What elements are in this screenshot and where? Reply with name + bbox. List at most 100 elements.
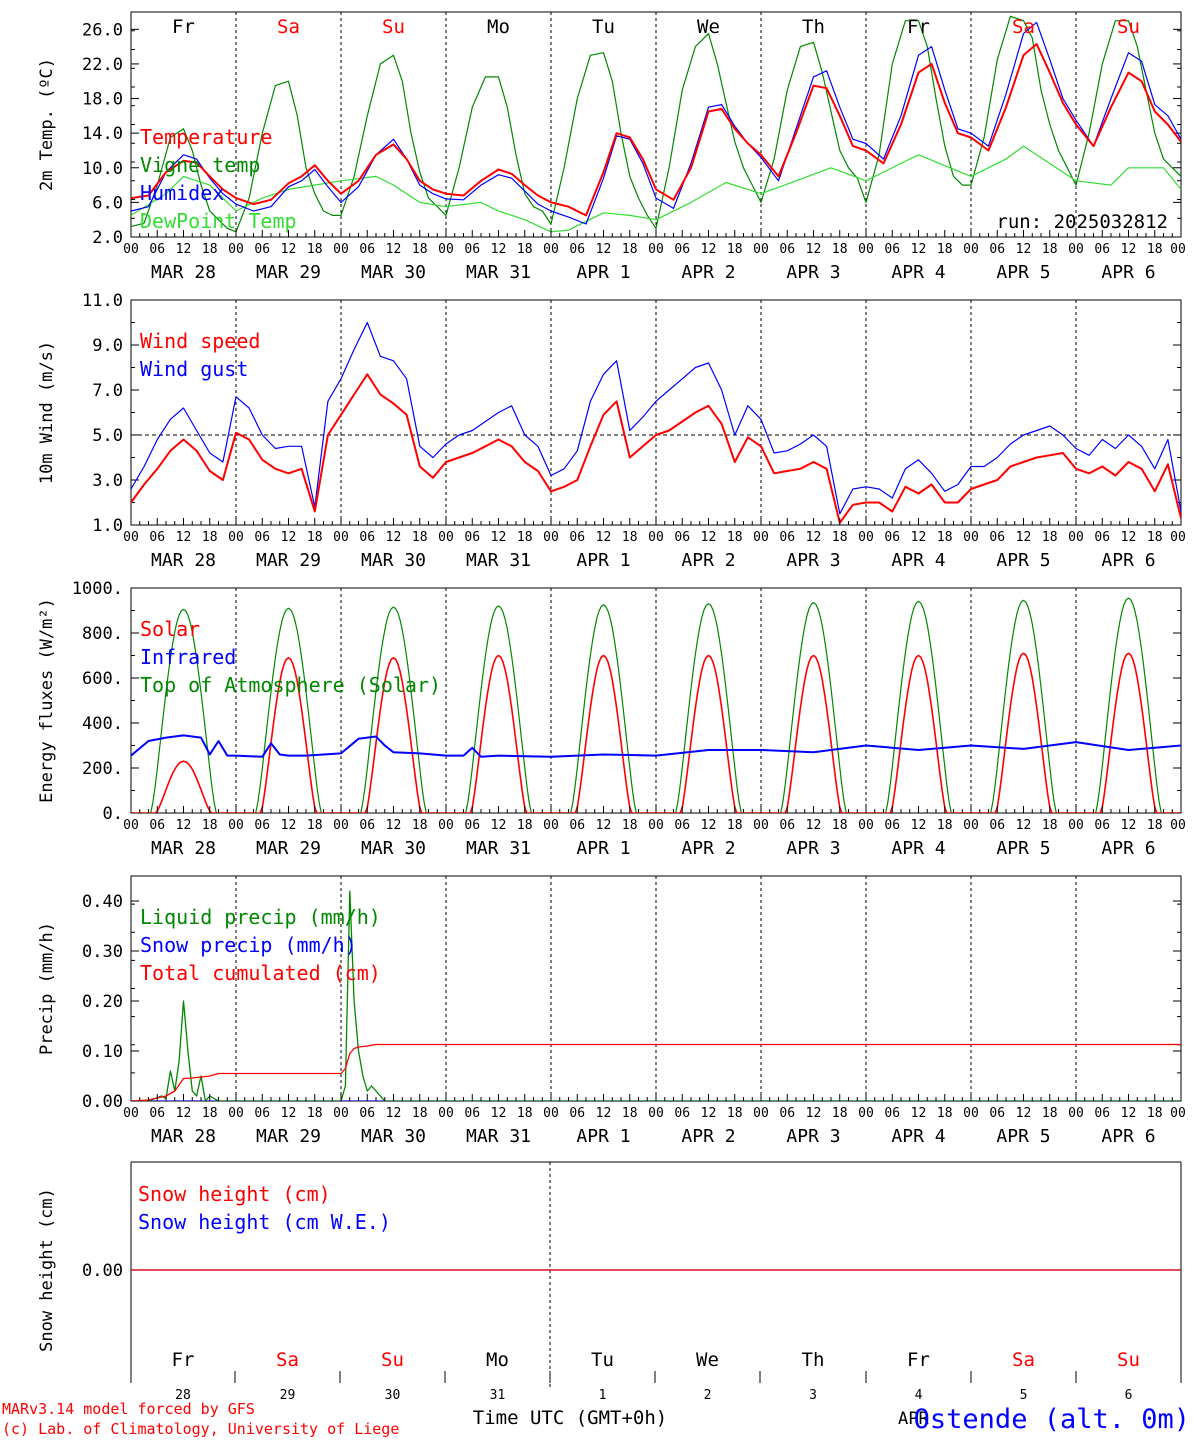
x-hour-tick-label: 18 [412, 1106, 428, 1121]
day-name-label: Th [802, 1349, 825, 1371]
day-name-label: Su [1117, 16, 1140, 38]
y-axis-label: Energy fluxes (W/m²) [37, 598, 57, 803]
x-date-label: MAR 29 [256, 262, 321, 283]
x-hour-tick-label: 12 [911, 242, 927, 257]
x-hour-tick-label: 00 [648, 530, 664, 545]
x-hour-tick-label: 18 [517, 818, 533, 833]
x-hour-tick-label: 18 [937, 818, 953, 833]
x-hour-tick-label: 06 [989, 1106, 1005, 1121]
x-hour-tick-label: 00 [1170, 242, 1186, 257]
temperature-series-line [131, 43, 1181, 217]
x-hour-tick-label: 18 [832, 530, 848, 545]
day-name-label: Tu [592, 16, 615, 38]
x-hour-tick-label: 12 [1016, 1106, 1032, 1121]
y-tick-label: 18.0 [82, 90, 123, 110]
y-tick-label: 9.0 [92, 336, 123, 356]
x-hour-tick-label: 00 [1068, 242, 1084, 257]
energy-series-line [131, 597, 1181, 813]
energy-panel: 0. 200. 400. 600. 800. 1000. Energy fluxes (W/… [37, 579, 1186, 859]
x-date-label: APR 3 [786, 1126, 840, 1147]
y-tick-label: 11.0 [82, 291, 123, 311]
x-hour-tick-label: 06 [464, 818, 480, 833]
temperature-series-line [131, 145, 1181, 233]
x-hour-tick-label: 00 [543, 530, 559, 545]
x-date-label: APR 6 [1101, 838, 1155, 859]
legend-entry: Infrared [140, 645, 236, 669]
y-tick-label: 1000. [72, 579, 123, 599]
day-number-label: 4 [915, 1388, 923, 1403]
x-hour-tick-label: 12 [806, 818, 822, 833]
x-hour-tick-label: 06 [569, 242, 585, 257]
y-tick-label: 5.0 [92, 426, 123, 446]
run-label: run: 2025032812 [996, 211, 1168, 233]
y-tick-label: 0.00 [82, 1261, 123, 1281]
x-hour-tick-label: 12 [1121, 530, 1137, 545]
x-date-label: MAR 29 [256, 550, 321, 571]
snow-panel: 0.00 Snow height (cm) Snow height (cm) Snow… [37, 1161, 1182, 1403]
x-date-label: APR 2 [681, 550, 735, 571]
month-label: APR [898, 1409, 929, 1429]
x-hour-tick-label: 12 [806, 530, 822, 545]
y-tick-label: 800. [82, 624, 123, 644]
x-date-label: APR 1 [576, 550, 630, 571]
day-number-label: 2 [704, 1388, 712, 1403]
y-tick-label: 22.0 [82, 55, 123, 75]
x-hour-tick-label: 18 [202, 818, 218, 833]
x-hour-tick-label: 18 [202, 1106, 218, 1121]
x-hour-tick-label: 06 [359, 818, 375, 833]
x-hour-tick-label: 06 [359, 530, 375, 545]
x-hour-tick-label: 00 [543, 1106, 559, 1121]
x-hour-tick-label: 18 [832, 818, 848, 833]
x-date-label: APR 6 [1101, 262, 1155, 283]
x-hour-tick-label: 06 [884, 1106, 900, 1121]
x-hour-tick-label: 06 [674, 1106, 690, 1121]
x-date-label: APR 6 [1101, 1126, 1155, 1147]
x-hour-tick-label: 12 [596, 242, 612, 257]
day-name-label: Mo [486, 1349, 509, 1371]
x-date-label: APR 5 [996, 262, 1050, 283]
x-hour-tick-label: 00 [858, 530, 874, 545]
x-hour-tick-label: 12 [1016, 530, 1032, 545]
y-axis-label: 10m Wind (m/s) [37, 341, 57, 484]
x-hour-tick-label: 06 [674, 818, 690, 833]
day-number-label: 6 [1125, 1388, 1133, 1403]
x-hour-tick-label: 18 [1042, 818, 1058, 833]
wind-panel: 1.0 3.0 5.0 7.0 9.0 11.0 10m Wind (m/s) Wind sp… [37, 291, 1186, 571]
x-hour-tick-label: 06 [779, 242, 795, 257]
x-hour-tick-label: 12 [281, 530, 297, 545]
credit-line-1: MARv3.14 model forced by GFS [2, 1400, 255, 1418]
x-date-label: MAR 31 [466, 838, 531, 859]
x-date-label: MAR 30 [361, 838, 426, 859]
x-hour-tick-label: 06 [674, 530, 690, 545]
x-hour-tick-label: 18 [937, 1106, 953, 1121]
x-hour-tick-label: 00 [123, 818, 139, 833]
day-name-label: Sa [1012, 16, 1035, 38]
x-date-label: MAR 31 [466, 550, 531, 571]
x-hour-tick-label: 18 [202, 242, 218, 257]
x-hour-tick-label: 06 [1094, 242, 1110, 257]
x-hour-tick-label: 18 [937, 530, 953, 545]
legend-entry: Solar [140, 617, 200, 641]
x-hour-tick-label: 06 [149, 530, 165, 545]
x-hour-tick-label: 12 [176, 1106, 192, 1121]
day-number-label: 3 [809, 1388, 817, 1403]
x-hour-tick-label: 00 [963, 530, 979, 545]
precip-series-line [131, 890, 1181, 1101]
x-hour-tick-label: 00 [753, 242, 769, 257]
footer: MARv3.14 model forced by GFS (c) Lab. of … [2, 1400, 1190, 1438]
x-hour-tick-label: 12 [281, 818, 297, 833]
x-date-label: APR 2 [681, 262, 735, 283]
y-axis-label: Precip (mm/h) [37, 922, 57, 1055]
day-number-label: 5 [1020, 1388, 1028, 1403]
y-axis-label: 2m Temp. (ºC) [37, 58, 57, 191]
temperature-series-line [131, 21, 1181, 225]
day-name-label: We [696, 1349, 719, 1371]
x-hour-tick-label: 18 [517, 530, 533, 545]
x-hour-tick-label: 12 [1121, 1106, 1137, 1121]
day-number-label: 31 [490, 1388, 506, 1403]
x-hour-tick-label: 12 [701, 1106, 717, 1121]
x-hour-tick-label: 12 [386, 242, 402, 257]
day-name-label: Th [802, 16, 825, 38]
x-hour-tick-label: 06 [569, 818, 585, 833]
legend-entry: Snow height (cm W.E.) [138, 1210, 391, 1234]
